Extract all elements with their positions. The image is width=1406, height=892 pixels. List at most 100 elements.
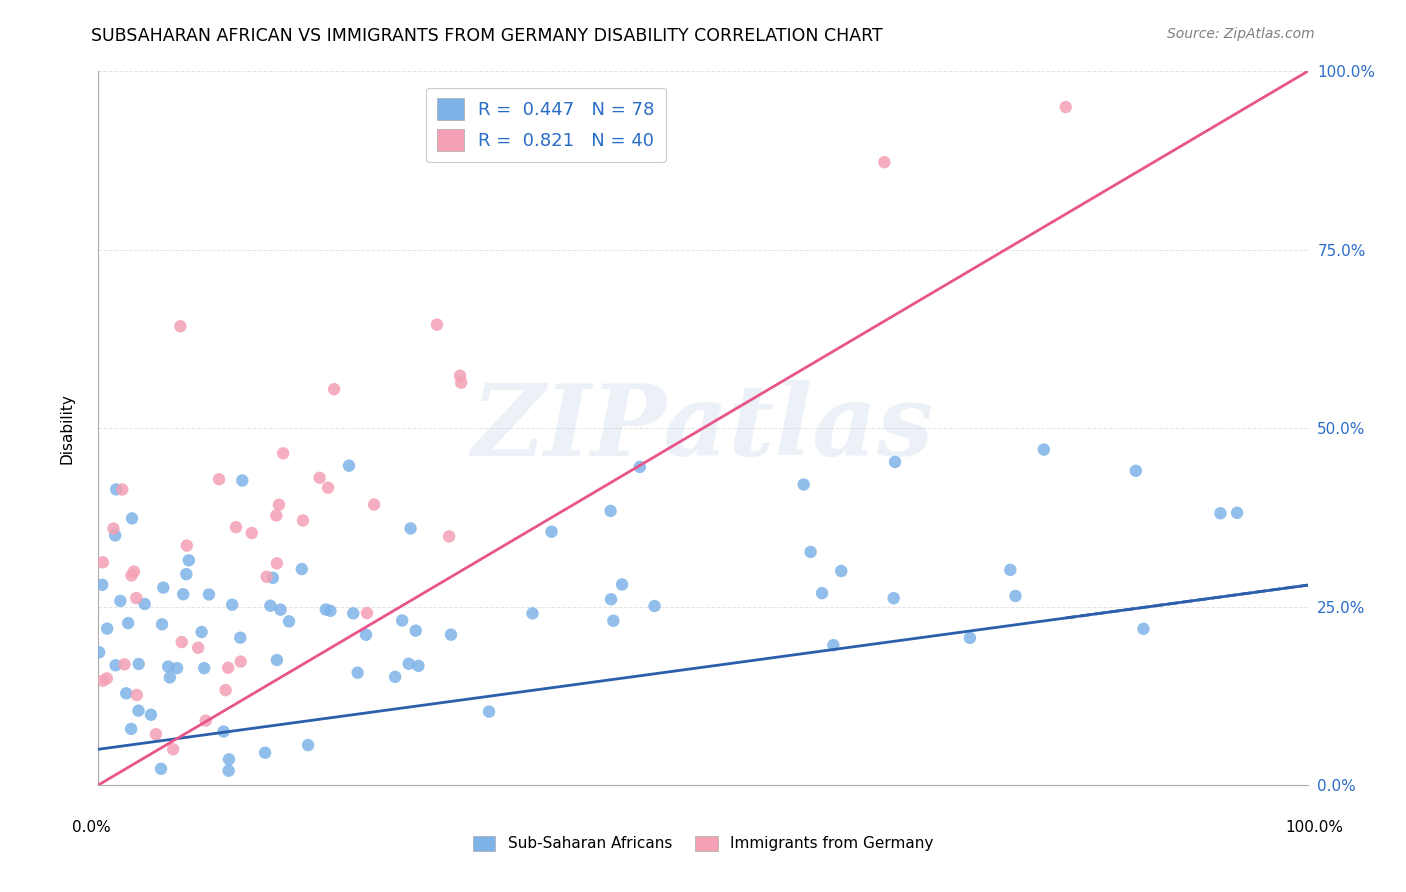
Text: 100.0%: 100.0%	[1285, 821, 1344, 835]
Point	[176, 567, 198, 582]
Point	[198, 587, 221, 601]
Point	[610, 577, 633, 591]
Point	[217, 661, 239, 675]
Point	[104, 528, 127, 542]
Point	[602, 614, 624, 628]
Point	[172, 587, 194, 601]
Point	[122, 565, 145, 579]
Point	[297, 738, 319, 752]
Point	[1209, 506, 1232, 520]
Point	[267, 498, 290, 512]
Point	[540, 524, 562, 539]
Point	[391, 614, 413, 628]
Point	[190, 625, 212, 640]
Point	[323, 382, 346, 396]
Point	[271, 446, 294, 460]
Point	[440, 627, 463, 641]
Point	[346, 665, 368, 680]
Point	[91, 673, 114, 688]
Point	[384, 670, 406, 684]
Text: Source: ZipAtlas.com: Source: ZipAtlas.com	[1167, 27, 1315, 41]
Point	[218, 764, 240, 778]
Point	[399, 521, 422, 535]
Point	[883, 591, 905, 606]
Point	[264, 508, 287, 523]
Text: ZIPatlas: ZIPatlas	[472, 380, 934, 476]
Point	[959, 631, 981, 645]
Point	[278, 615, 301, 629]
Y-axis label: Disability: Disability	[60, 392, 75, 464]
Text: 0.0%: 0.0%	[72, 821, 111, 835]
Point	[1032, 442, 1054, 457]
Point	[225, 520, 247, 534]
Point	[212, 724, 235, 739]
Point	[342, 607, 364, 621]
Point	[121, 568, 143, 582]
Point	[157, 659, 180, 673]
Point	[104, 658, 127, 673]
Point	[114, 657, 136, 672]
Legend: R =  0.447   N = 78, R =  0.821   N = 40: R = 0.447 N = 78, R = 0.821 N = 40	[426, 87, 665, 162]
Point	[599, 504, 621, 518]
Point	[256, 570, 278, 584]
Point	[1054, 100, 1077, 114]
Point	[120, 722, 142, 736]
Point	[193, 661, 215, 675]
Point	[117, 616, 139, 631]
Point	[315, 602, 337, 616]
Point	[823, 638, 845, 652]
Point	[96, 622, 118, 636]
Point	[354, 628, 377, 642]
Point	[884, 455, 907, 469]
Point	[600, 592, 623, 607]
Point	[231, 474, 253, 488]
Text: SUBSAHARAN AFRICAN VS IMMIGRANTS FROM GERMANY DISABILITY CORRELATION CHART: SUBSAHARAN AFRICAN VS IMMIGRANTS FROM GE…	[91, 27, 883, 45]
Point	[319, 604, 342, 618]
Point	[115, 686, 138, 700]
Point	[139, 707, 162, 722]
Point	[128, 657, 150, 671]
Point	[449, 368, 471, 383]
Point	[89, 645, 111, 659]
Point	[91, 578, 114, 592]
Point	[254, 746, 277, 760]
Point	[408, 658, 430, 673]
Point	[229, 655, 252, 669]
Point	[240, 526, 263, 541]
Point	[1132, 622, 1154, 636]
Point	[96, 672, 118, 686]
Point	[208, 472, 231, 486]
Point	[150, 617, 173, 632]
Point	[266, 557, 288, 571]
Point	[103, 522, 125, 536]
Point	[337, 458, 360, 473]
Point	[1125, 464, 1147, 478]
Point	[405, 624, 427, 638]
Point	[111, 483, 134, 497]
Point	[478, 705, 501, 719]
Point	[363, 498, 385, 512]
Point	[292, 513, 315, 527]
Point	[221, 598, 243, 612]
Point	[1004, 589, 1026, 603]
Point	[110, 594, 132, 608]
Point	[262, 571, 284, 585]
Point	[105, 483, 128, 497]
Legend: Sub-Saharan Africans, Immigrants from Germany: Sub-Saharan Africans, Immigrants from Ge…	[467, 830, 939, 857]
Point	[152, 581, 174, 595]
Point	[266, 653, 288, 667]
Point	[259, 599, 281, 613]
Point	[1226, 506, 1249, 520]
Point	[308, 471, 330, 485]
Point	[1000, 563, 1022, 577]
Point	[398, 657, 420, 671]
Point	[127, 704, 149, 718]
Point	[811, 586, 834, 600]
Point	[176, 539, 198, 553]
Point	[830, 564, 852, 578]
Point	[169, 319, 191, 334]
Point	[214, 683, 236, 698]
Point	[450, 376, 472, 390]
Point	[356, 606, 378, 620]
Point	[270, 602, 292, 616]
